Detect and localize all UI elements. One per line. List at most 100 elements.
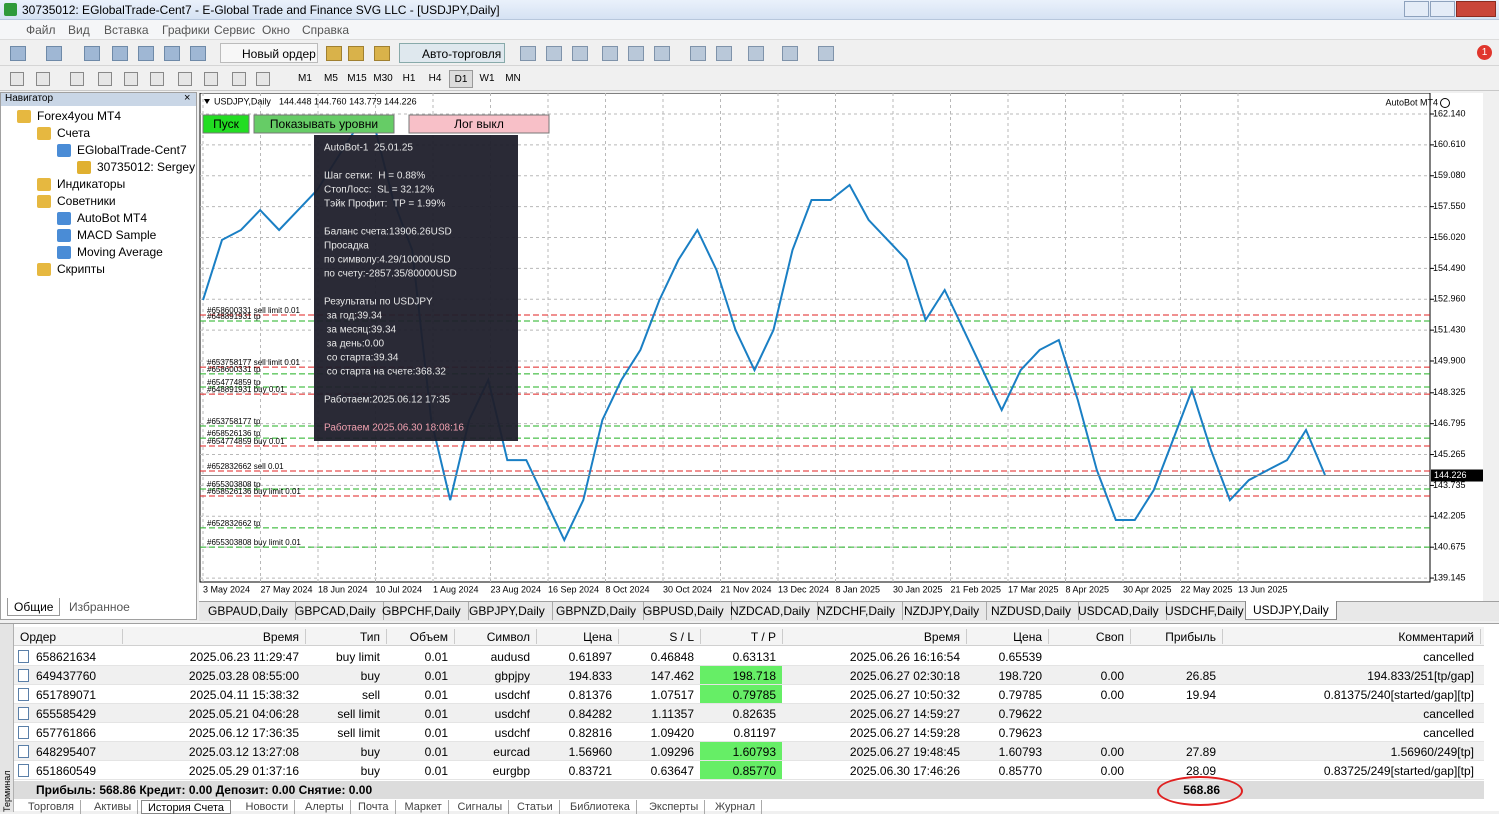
- new-order-button[interactable]: Новый ордер: [220, 43, 318, 63]
- terminal-tab[interactable]: Маркет: [399, 800, 449, 814]
- column-header[interactable]: Прибыль: [1165, 630, 1216, 644]
- timeframe-button[interactable]: M15: [347, 73, 367, 84]
- toolbar-icon[interactable]: [520, 46, 536, 61]
- tree-item[interactable]: Moving Average: [77, 245, 163, 259]
- chart-button-label[interactable]: Пуск: [213, 117, 239, 131]
- tree-item[interactable]: Индикаторы: [57, 177, 126, 191]
- maximize-button[interactable]: [1430, 1, 1455, 17]
- toolbar-icon[interactable]: [348, 46, 364, 61]
- timeframe-button[interactable]: M30: [373, 73, 393, 84]
- terminal-tab[interactable]: Торговля: [22, 800, 81, 814]
- tool-icon[interactable]: [232, 72, 246, 86]
- navigator-close[interactable]: ×: [184, 92, 191, 104]
- column-header[interactable]: Цена: [583, 630, 612, 644]
- toolbar-icon[interactable]: [546, 46, 562, 61]
- chart-tab[interactable]: GBPCAD,Daily: [288, 602, 384, 620]
- toolbar-icon[interactable]: [326, 46, 342, 61]
- toolbar-icon[interactable]: [138, 46, 154, 61]
- tool-icon[interactable]: [256, 72, 270, 86]
- timeframe-button[interactable]: M1: [298, 73, 312, 84]
- toolbar-icon[interactable]: [818, 46, 834, 61]
- chart-tab[interactable]: GBPJPY,Daily: [462, 602, 553, 620]
- tree-item[interactable]: Скрипты: [57, 262, 105, 276]
- chart-tab[interactable]: GBPAUD,Daily: [201, 602, 296, 620]
- menu-item[interactable]: Справка: [302, 23, 350, 37]
- chart-tab[interactable]: NZDCAD,Daily: [723, 602, 819, 620]
- toolbar-icon[interactable]: [572, 46, 588, 61]
- tree-item[interactable]: MACD Sample: [77, 228, 157, 242]
- column-header[interactable]: Цена: [1013, 630, 1042, 644]
- column-header[interactable]: Время: [923, 630, 960, 644]
- toolbar-icon[interactable]: [112, 46, 128, 61]
- column-header[interactable]: Символ: [486, 630, 530, 644]
- toolbar-icon[interactable]: [164, 46, 180, 61]
- chart-tab[interactable]: GBPUSD,Daily: [636, 602, 732, 620]
- minimize-button[interactable]: [1404, 1, 1429, 17]
- tree-item[interactable]: AutoBot MT4: [77, 211, 148, 225]
- toolbar-icon[interactable]: [374, 46, 390, 61]
- tool-icon[interactable]: [150, 72, 164, 86]
- tool-icon[interactable]: [10, 72, 24, 86]
- column-header[interactable]: Тип: [359, 630, 380, 644]
- close-button[interactable]: [1456, 1, 1496, 17]
- timeframe-button[interactable]: W1: [479, 73, 495, 84]
- tree-item[interactable]: Советники: [57, 194, 116, 208]
- toolbar-icon[interactable]: [84, 46, 100, 61]
- toolbar-icon[interactable]: [654, 46, 670, 61]
- tool-icon[interactable]: [70, 72, 84, 86]
- toolbar-icon[interactable]: [628, 46, 644, 61]
- toolbar-icon[interactable]: [10, 46, 26, 61]
- tree-item[interactable]: Forex4you MT4: [37, 109, 122, 123]
- terminal-tab[interactable]: Библиотека: [564, 800, 637, 814]
- chart-tab[interactable]: USDCAD,Daily: [1071, 602, 1167, 620]
- table-row[interactable]: 649437760 2025.03.28 08:55:00 buy 0.01 gbpjp…: [14, 666, 1484, 685]
- chart-button-label[interactable]: Показывать уровни: [270, 117, 378, 131]
- column-header[interactable]: Комментарий: [1398, 630, 1474, 644]
- column-header[interactable]: Время: [262, 630, 299, 644]
- toolbar-icon[interactable]: [716, 46, 732, 61]
- toolbar-icon[interactable]: [46, 46, 62, 61]
- tree-item[interactable]: EGlobalTrade-Cent7: [77, 143, 187, 157]
- toolbar-icon[interactable]: [602, 46, 618, 61]
- terminal-tab[interactable]: Сигналы: [452, 800, 510, 814]
- menu-item[interactable]: Вставка: [104, 23, 149, 37]
- toolbar-icon[interactable]: [748, 46, 764, 61]
- menu-item[interactable]: Графики: [162, 23, 210, 37]
- menu-item[interactable]: Вид: [68, 23, 90, 37]
- table-row[interactable]: 648295407 2025.03.12 13:27:08 buy 0.01 eurca…: [14, 742, 1484, 761]
- terminal-tab[interactable]: Статьи: [511, 800, 560, 814]
- tree-item[interactable]: Счета: [57, 126, 91, 140]
- tool-icon[interactable]: [178, 72, 192, 86]
- table-row[interactable]: 651789071 2025.04.11 15:38:32 sell 0.01 usdc…: [14, 685, 1484, 704]
- chart-tab[interactable]: NZDUSD,Daily: [984, 602, 1080, 620]
- chart-tab[interactable]: USDJPY,Daily: [1245, 601, 1337, 620]
- table-row[interactable]: 651860549 2025.05.29 01:37:16 buy 0.01 eurgb…: [14, 761, 1484, 780]
- terminal-tab[interactable]: Алерты: [299, 800, 351, 814]
- chart-tab[interactable]: NZDCHF,Daily: [810, 602, 903, 620]
- terminal-tab[interactable]: Эксперты: [643, 800, 706, 814]
- tool-icon[interactable]: [98, 72, 112, 86]
- toolbar-icon[interactable]: [782, 46, 798, 61]
- menu-item[interactable]: Файл: [26, 23, 56, 37]
- navigator-tab[interactable]: Избранное: [69, 600, 130, 614]
- terminal-tab[interactable]: Новости: [240, 800, 296, 814]
- timeframe-button[interactable]: H1: [402, 73, 416, 84]
- terminal-tab[interactable]: История Счета: [141, 800, 232, 814]
- chart-tab[interactable]: GBPNZD,Daily: [549, 602, 645, 620]
- column-header[interactable]: T / P: [750, 630, 776, 644]
- menu-item[interactable]: Сервис: [214, 23, 256, 37]
- chart-tab[interactable]: NZDJPY,Daily: [897, 602, 988, 620]
- autotrade-button[interactable]: Авто-торговля: [399, 43, 505, 63]
- toolbar-icon[interactable]: [190, 46, 206, 61]
- chart-tab[interactable]: USDCHF,Daily: [1158, 602, 1252, 620]
- tool-icon[interactable]: [36, 72, 50, 86]
- terminal-tab[interactable]: Почта: [352, 800, 396, 814]
- table-row[interactable]: 657761866 2025.06.12 17:36:35 sell limit 0.…: [14, 723, 1484, 742]
- column-header[interactable]: Ордер: [20, 630, 57, 644]
- table-row[interactable]: 655585429 2025.05.21 04:06:28 sell limit 0.…: [14, 704, 1484, 723]
- terminal-tab[interactable]: Активы: [88, 800, 139, 814]
- tree-item[interactable]: 30735012: Sergey M: [97, 160, 209, 174]
- navigator-tab[interactable]: Общие: [7, 598, 61, 616]
- chart-button[interactable]: [202, 114, 250, 134]
- table-row[interactable]: 658621634 2025.06.23 11:29:47 buy limit 0.0…: [14, 647, 1484, 666]
